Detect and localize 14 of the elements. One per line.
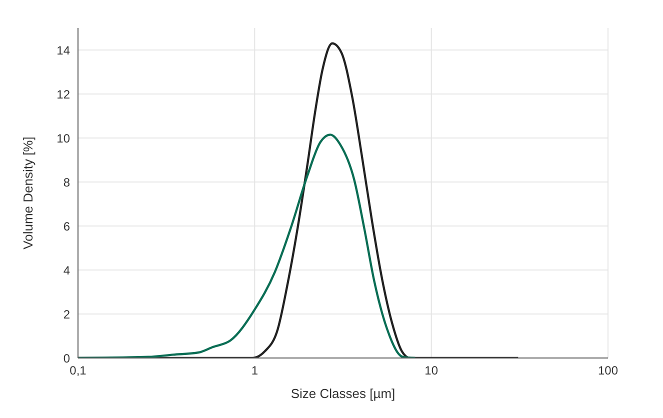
x-tick-label: 0,1 (70, 364, 87, 378)
y-tick-label: 10 (56, 131, 70, 146)
y-tick-label: 8 (63, 175, 70, 190)
x-tick-label: 10 (424, 364, 438, 378)
y-tick-label: 12 (56, 87, 70, 102)
y-axis-title: Volume Density [%] (20, 136, 36, 250)
y-tick-label: 14 (56, 43, 70, 58)
x-axis-title: Size Classes [µm] (290, 386, 396, 401)
y-tick-label: 6 (63, 219, 70, 234)
y-tick-label: 4 (63, 263, 70, 278)
y-tick-label: 0 (63, 351, 70, 366)
y-tick-label: 2 (63, 307, 70, 322)
x-tick-label: 100 (598, 364, 618, 378)
x-tick-label: 1 (251, 364, 258, 378)
